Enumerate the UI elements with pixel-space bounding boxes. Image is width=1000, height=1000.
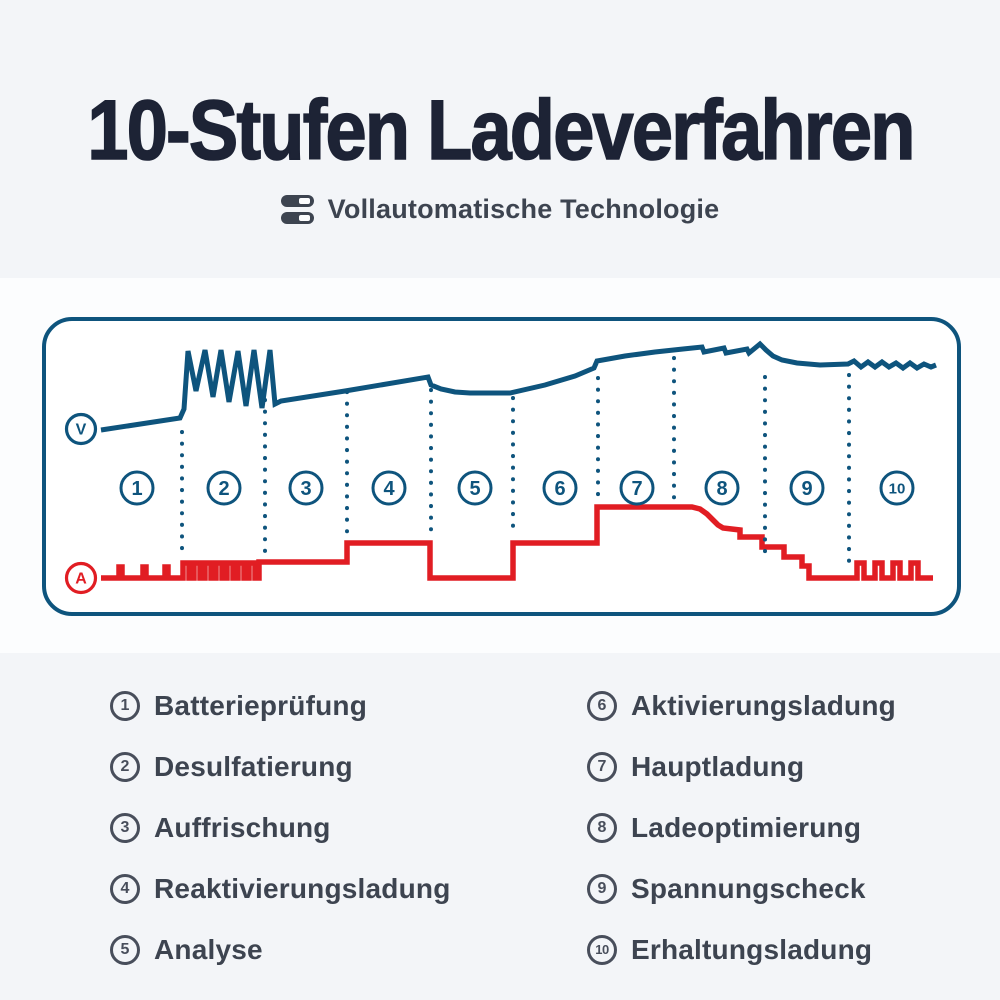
legend-item-8: 8 Ladeoptimierung [587,812,896,843]
legend-number-icon: 2 [110,752,140,782]
battery-stack-icon [280,195,315,224]
subtitle-row: Vollautomatische Technologie [0,194,1000,225]
legend-item-5: 5 Analyse [110,934,451,965]
page-title: 10-Stufen Ladeverfahren [86,83,915,177]
legend-col-left: 1 Batterieprüfung 2 Desulfatierung 3 Auffrisc… [110,690,451,965]
legend-label: Analyse [154,934,263,965]
legend-number-icon: 4 [110,874,140,904]
legend-number-icon: 6 [587,691,617,721]
legend-item-7: 7 Hauptladung [587,751,896,782]
legend-item-1: 1 Batterieprüfung [110,690,451,721]
legend-label: Ladeoptimierung [631,812,862,843]
legend-label: Hauptladung [631,751,805,782]
legend-item-2: 2 Desulfatierung [110,751,451,782]
legend-item-9: 9 Spannungscheck [587,873,896,904]
legend-item-4: 4 Reaktivierungsladung [110,873,451,904]
legend-label: Desulfatierung [154,751,353,782]
legend-number-icon: 1 [110,691,140,721]
legend-item-3: 3 Auffrischung [110,812,451,843]
legend-label: Reaktivierungsladung [154,873,451,904]
legend-label: Erhaltungsladung [631,934,873,965]
legend-item-6: 6 Aktivierungsladung [587,690,896,721]
chart-band [0,278,1000,653]
legend-label: Auffrischung [154,812,331,843]
legend-label: Batterieprüfung [154,690,367,721]
legend-label: Spannungscheck [631,873,866,904]
legend-number-icon: 9 [587,874,617,904]
legend-number-icon: 5 [110,935,140,965]
legend-number-icon: 3 [110,813,140,843]
battery-bar-top [280,195,314,207]
legend-number-icon: 10 [587,935,617,965]
legend-number-icon: 7 [587,752,617,782]
battery-bar-window [298,215,310,221]
page-subtitle: Vollautomatische Technologie [327,194,720,224]
legend-label: Aktivierungsladung [631,690,896,721]
legend-item-10: 10 Erhaltungsladung [587,934,896,965]
legend-number-icon: 8 [587,813,617,843]
battery-bar-window [298,198,310,204]
stage-legend: 1 Batterieprüfung 2 Desulfatierung 3 Auffrisc… [0,653,1000,1000]
battery-bar-bottom [280,212,314,224]
charge-curve-panel [42,317,961,616]
legend-col-right: 6 Aktivierungsladung 7 Hauptladung 8 Ladeopti… [587,690,896,965]
header-section: 10-Stufen Ladeverfahren Vollautomatische… [0,0,1000,278]
